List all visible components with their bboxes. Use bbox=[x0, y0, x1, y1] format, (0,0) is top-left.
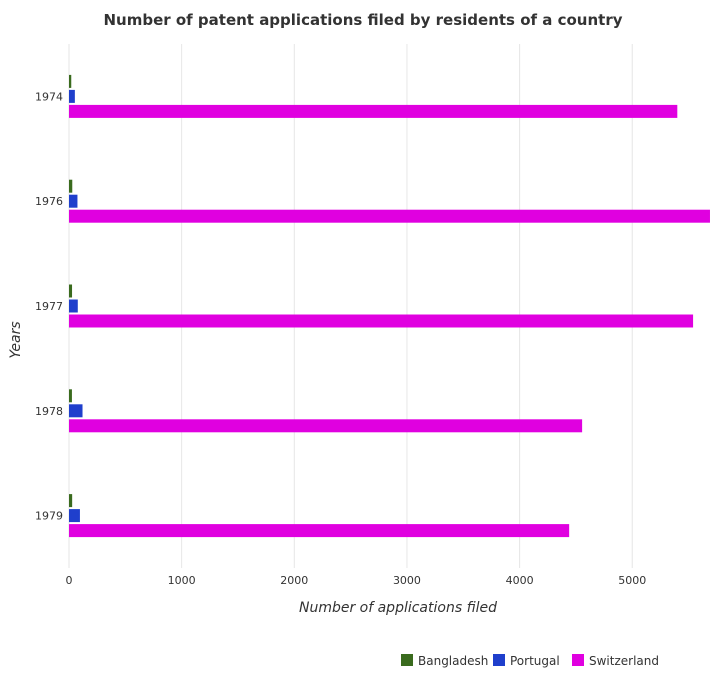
legend-swatch-switzerland bbox=[572, 654, 584, 666]
bar-bangladesh-1979 bbox=[69, 494, 73, 508]
bar-switzerland-1978 bbox=[69, 419, 583, 433]
legend-label-bangladesh: Bangladesh bbox=[418, 654, 488, 668]
x-tick-label: 3000 bbox=[393, 574, 421, 587]
bar-portugal-1974 bbox=[69, 89, 75, 103]
x-axis-ticks: 0 1000 2000 3000 4000 5000 bbox=[66, 574, 647, 587]
y-tick-label: 1977 bbox=[35, 300, 63, 313]
x-tick-label: 4000 bbox=[506, 574, 534, 587]
bar-portugal-1977 bbox=[69, 299, 78, 313]
y-axis-label: Years bbox=[8, 321, 24, 358]
grid bbox=[68, 44, 633, 568]
bar-bangladesh-1974 bbox=[69, 74, 72, 88]
bar-portugal-1978 bbox=[69, 404, 83, 418]
legend-label-portugal: Portugal bbox=[510, 654, 560, 668]
y-tick-label: 1978 bbox=[35, 405, 63, 418]
bars bbox=[69, 74, 710, 538]
bar-switzerland-1974 bbox=[69, 104, 678, 118]
x-tick-label: 0 bbox=[66, 574, 73, 587]
y-tick-label: 1974 bbox=[35, 90, 63, 103]
bar-switzerland-1976 bbox=[69, 209, 710, 223]
chart-title: Number of patent applications filed by r… bbox=[103, 11, 622, 29]
bar-switzerland-1977 bbox=[69, 314, 694, 328]
bar-portugal-1979 bbox=[69, 509, 80, 523]
legend-label-switzerland: Switzerland bbox=[589, 654, 659, 668]
legend-swatch-portugal bbox=[493, 654, 505, 666]
bar-switzerland-1979 bbox=[69, 524, 570, 538]
y-tick-label: 1979 bbox=[35, 510, 63, 523]
x-axis-label: Number of applications filed bbox=[299, 600, 497, 616]
bar-bangladesh-1977 bbox=[69, 284, 73, 298]
x-tick-label: 1000 bbox=[168, 574, 196, 587]
y-tick-label: 1976 bbox=[35, 195, 63, 208]
legend-swatch-bangladesh bbox=[401, 654, 413, 666]
bar-portugal-1976 bbox=[69, 194, 78, 208]
x-tick-label: 5000 bbox=[618, 574, 646, 587]
bar-bangladesh-1976 bbox=[69, 179, 73, 193]
bar-bangladesh-1978 bbox=[69, 389, 72, 403]
legend: Bangladesh Portugal Switzerland bbox=[401, 654, 659, 668]
y-axis-ticks: 1974 1976 1977 1978 1979 bbox=[35, 90, 63, 522]
x-tick-label: 2000 bbox=[280, 574, 308, 587]
